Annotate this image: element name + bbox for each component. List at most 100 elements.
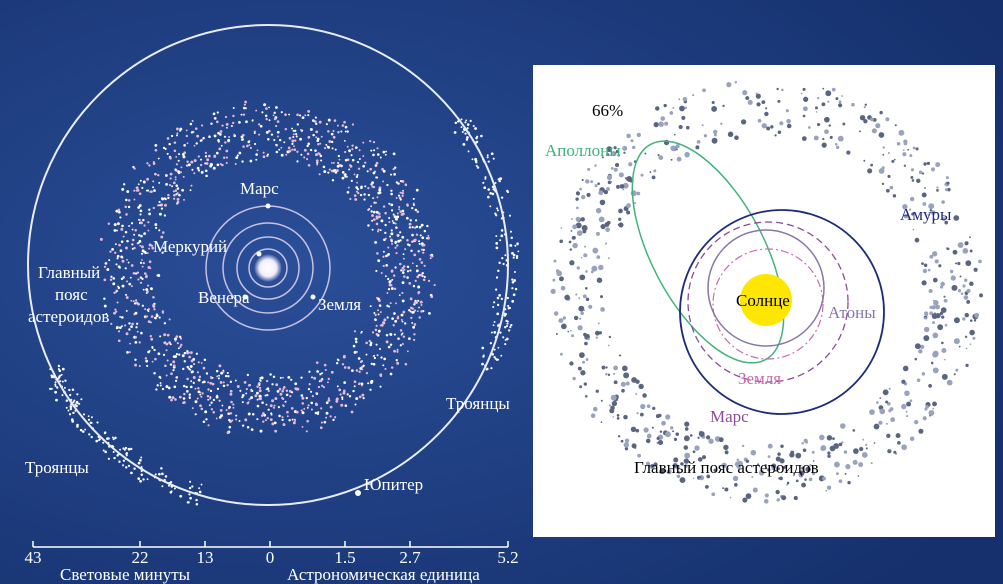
asteroid bbox=[370, 379, 374, 383]
trojan bbox=[54, 385, 57, 388]
trojan bbox=[119, 448, 122, 451]
asteroid bbox=[341, 124, 345, 127]
asteroid bbox=[358, 149, 361, 152]
asteroid bbox=[631, 377, 637, 383]
asteroid bbox=[401, 299, 405, 303]
asteroid bbox=[569, 248, 572, 251]
asteroid bbox=[610, 394, 617, 401]
asteroid bbox=[413, 338, 416, 342]
asteroid bbox=[656, 441, 659, 444]
asteroid bbox=[344, 125, 348, 129]
asteroid bbox=[345, 175, 348, 178]
asteroid bbox=[813, 135, 819, 141]
asteroid bbox=[375, 161, 379, 165]
asteroid bbox=[190, 359, 194, 363]
asteroid bbox=[955, 262, 958, 265]
asteroid bbox=[334, 148, 337, 151]
asteroid bbox=[831, 87, 836, 92]
asteroid bbox=[219, 133, 222, 136]
asteroid bbox=[571, 235, 576, 240]
asteroid bbox=[780, 444, 784, 448]
asteroid bbox=[624, 177, 628, 180]
asteroid bbox=[953, 338, 960, 345]
asteroid bbox=[271, 383, 274, 386]
asteroid bbox=[119, 249, 123, 253]
asteroid bbox=[964, 241, 969, 246]
asteroid bbox=[575, 191, 581, 196]
asteroid bbox=[835, 97, 839, 101]
asteroid bbox=[197, 155, 200, 158]
asteroid bbox=[763, 499, 769, 504]
asteroid bbox=[755, 93, 761, 99]
asteroid bbox=[290, 407, 294, 410]
asteroid bbox=[256, 385, 259, 388]
asteroid bbox=[103, 304, 107, 308]
asteroid bbox=[185, 164, 189, 167]
trojan bbox=[122, 459, 125, 462]
asteroid bbox=[275, 143, 277, 146]
asteroid bbox=[396, 215, 400, 219]
asteroid bbox=[724, 450, 729, 455]
asteroid bbox=[178, 153, 181, 156]
asteroid bbox=[935, 162, 941, 168]
asteroid bbox=[242, 145, 245, 148]
asteroid bbox=[244, 107, 247, 110]
asteroid bbox=[392, 152, 396, 156]
asteroid bbox=[778, 477, 781, 480]
asteroid bbox=[210, 408, 214, 411]
trojan bbox=[50, 374, 53, 377]
asteroid bbox=[342, 389, 346, 393]
asteroid bbox=[370, 210, 373, 213]
asteroid bbox=[380, 271, 383, 275]
asteroid bbox=[403, 268, 406, 271]
asteroid bbox=[795, 479, 799, 483]
trojan bbox=[118, 460, 121, 464]
asteroid bbox=[307, 114, 310, 117]
asteroid bbox=[259, 397, 262, 401]
asteroid bbox=[338, 388, 342, 392]
asteroid bbox=[388, 221, 391, 224]
asteroid bbox=[189, 189, 192, 192]
trojan bbox=[460, 118, 463, 121]
trojan bbox=[125, 454, 128, 457]
trojan bbox=[122, 464, 125, 467]
jupiter-orbit bbox=[27, 24, 509, 506]
asteroid bbox=[183, 198, 185, 201]
asteroid bbox=[341, 363, 345, 366]
asteroid bbox=[148, 260, 152, 264]
asteroid bbox=[109, 278, 113, 282]
asteroid bbox=[127, 199, 131, 202]
asteroid bbox=[346, 190, 350, 194]
asteroid bbox=[194, 127, 198, 130]
asteroid bbox=[882, 146, 885, 149]
asteroid bbox=[943, 358, 946, 361]
asteroid bbox=[163, 333, 167, 337]
asteroid bbox=[190, 385, 193, 389]
asteroid bbox=[159, 335, 162, 338]
asteroid bbox=[176, 134, 179, 137]
sun bbox=[254, 254, 282, 282]
asteroid bbox=[138, 218, 141, 222]
asteroid bbox=[406, 350, 409, 353]
asteroid bbox=[420, 310, 423, 313]
asteroid bbox=[888, 387, 891, 390]
asteroid bbox=[721, 462, 727, 468]
asteroid bbox=[246, 373, 250, 377]
trojan bbox=[469, 119, 472, 123]
asteroid bbox=[395, 181, 398, 184]
asteroid bbox=[373, 149, 376, 152]
sun bbox=[740, 274, 792, 326]
trojan bbox=[505, 324, 509, 328]
asteroid bbox=[390, 240, 393, 243]
asteroid bbox=[425, 237, 428, 240]
asteroid bbox=[303, 407, 306, 410]
asteroid bbox=[178, 335, 182, 339]
asteroid bbox=[406, 270, 410, 273]
asteroid bbox=[256, 391, 259, 395]
asteroid bbox=[286, 410, 289, 414]
asteroid bbox=[893, 450, 897, 454]
asteroid bbox=[145, 274, 148, 277]
asteroid bbox=[426, 236, 430, 240]
asteroid bbox=[672, 430, 675, 433]
asteroid bbox=[636, 412, 639, 415]
